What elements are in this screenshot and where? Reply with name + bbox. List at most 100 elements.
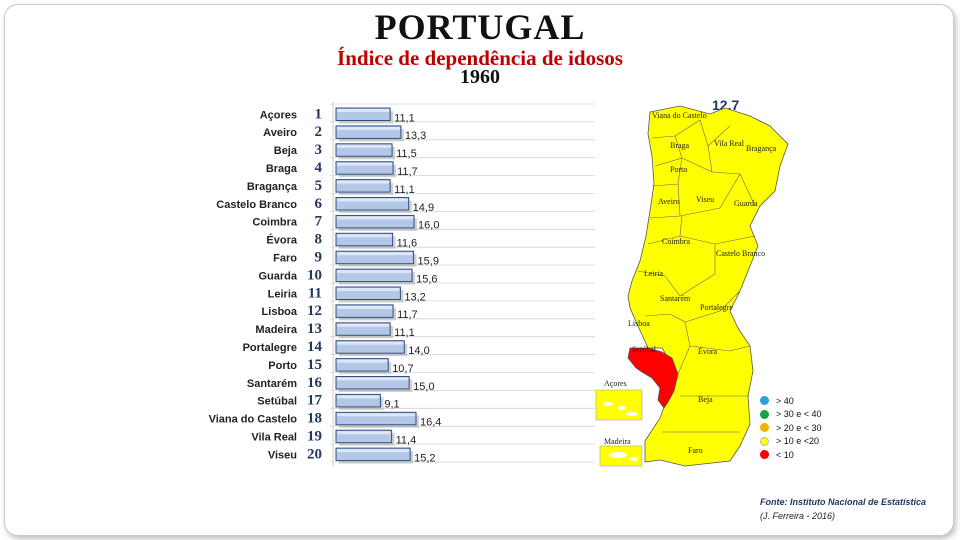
rank-label: 16 bbox=[307, 375, 323, 391]
category-label: Castelo Branco bbox=[216, 199, 297, 211]
category-label: Santarém bbox=[247, 378, 297, 390]
bar-highlight bbox=[337, 270, 412, 274]
category-label: Braga bbox=[266, 163, 298, 175]
legend-item: > 30 e < 40 bbox=[760, 408, 822, 422]
data-label: 11,1 bbox=[394, 112, 415, 124]
legend-item: > 10 e <20 bbox=[760, 435, 822, 449]
district-label: Évora bbox=[698, 346, 718, 356]
bar-highlight bbox=[337, 198, 408, 202]
rank-label: 14 bbox=[307, 339, 323, 355]
category-label: Leiria bbox=[268, 288, 298, 300]
average-value: 12,7 bbox=[712, 97, 740, 113]
district-label: Viana do Castelo bbox=[652, 111, 707, 120]
rank-label: 20 bbox=[307, 446, 322, 462]
data-label: 15,2 bbox=[414, 452, 435, 464]
legend-label: < 10 bbox=[776, 449, 794, 460]
data-label: 16,4 bbox=[420, 417, 441, 429]
rank-label: 8 bbox=[315, 232, 323, 248]
bar-highlight bbox=[337, 126, 400, 130]
legend-dot bbox=[760, 396, 769, 406]
category-label: Porto bbox=[268, 360, 297, 372]
year-label: 1960 bbox=[460, 66, 500, 88]
district-labels: Viana do Castelo Braga Vila Real Braganç… bbox=[628, 111, 777, 455]
bar-highlight bbox=[337, 252, 413, 256]
district-label: Beja bbox=[698, 395, 713, 404]
rank-label: 6 bbox=[315, 196, 323, 212]
data-label: 11,4 bbox=[396, 434, 417, 446]
bar-highlight bbox=[337, 323, 390, 327]
district-label: Guarda bbox=[734, 199, 758, 208]
district-red-setubal bbox=[627, 347, 679, 409]
rank-label: 11 bbox=[308, 285, 322, 301]
data-label: 13,2 bbox=[404, 291, 425, 303]
category-label: Faro bbox=[273, 252, 297, 264]
legend-dot bbox=[760, 409, 769, 419]
category-label: Vila Real bbox=[251, 431, 297, 443]
rank-label: 7 bbox=[315, 214, 323, 230]
legend-dot bbox=[760, 423, 769, 433]
azores-label: Açores bbox=[604, 379, 627, 388]
data-label: 15,9 bbox=[418, 255, 439, 267]
data-label: 15,0 bbox=[413, 381, 434, 393]
bar-highlight bbox=[337, 413, 415, 417]
rank-label: 9 bbox=[315, 249, 323, 265]
rank-label: 2 bbox=[315, 124, 323, 140]
data-label: 16,0 bbox=[418, 220, 439, 232]
district-label: Leiria bbox=[644, 269, 664, 278]
mainland-map bbox=[627, 105, 789, 467]
page-title: PORTUGAL bbox=[374, 7, 586, 47]
rank-label: 12 bbox=[307, 303, 322, 319]
district-label: Faro bbox=[688, 446, 703, 455]
category-label: Évora bbox=[266, 234, 297, 247]
bar-highlight bbox=[337, 341, 404, 345]
district-label: Lisboa bbox=[628, 319, 650, 328]
map-legend: > 40 > 30 e < 40 > 20 e < 30 > 10 e <20 … bbox=[760, 394, 822, 462]
chart-subtitle: Índice de dependência de idosos bbox=[337, 46, 623, 70]
category-label: Setúbal bbox=[257, 396, 297, 408]
bar-highlight bbox=[337, 162, 393, 166]
data-label: 13,3 bbox=[405, 130, 426, 142]
bar-highlight bbox=[337, 377, 409, 381]
district-label: Braga bbox=[670, 141, 690, 150]
category-label: Viseu bbox=[268, 449, 297, 461]
legend-dot bbox=[760, 436, 769, 446]
data-label: 11,5 bbox=[396, 148, 417, 160]
bar-highlight bbox=[337, 144, 392, 148]
legend-label: > 20 e < 30 bbox=[776, 422, 822, 433]
data-label: 11,1 bbox=[394, 327, 415, 339]
district-label: Setúbal bbox=[632, 345, 657, 354]
district-label: Porto bbox=[670, 165, 687, 174]
author-note: (J. Ferreira - 2016) bbox=[760, 511, 836, 521]
category-label: Bragança bbox=[247, 181, 298, 193]
category-label: Beja bbox=[274, 145, 298, 157]
rank-label: 18 bbox=[307, 411, 322, 427]
madeira-label: Madeira bbox=[604, 437, 631, 446]
district-label: Coimbra bbox=[662, 237, 690, 246]
data-label: 14,0 bbox=[408, 345, 429, 357]
data-label: 11,7 bbox=[397, 166, 418, 178]
rank-label: 3 bbox=[315, 142, 323, 158]
legend-label: > 40 bbox=[776, 395, 794, 406]
bar-highlight bbox=[337, 109, 390, 112]
data-label: 11,1 bbox=[394, 184, 415, 196]
source-note: Fonte: Instituto Nacional de Estatística bbox=[760, 497, 927, 507]
rank-label: 10 bbox=[307, 267, 322, 283]
district-label: Santarém bbox=[660, 294, 691, 303]
district-yellow-north bbox=[627, 105, 789, 467]
rank-label: 15 bbox=[307, 357, 322, 373]
category-label: Portalegre bbox=[243, 342, 297, 354]
bar-highlight bbox=[337, 180, 390, 184]
portugal-map: Viana do Castelo Braga Vila Real Braganç… bbox=[595, 105, 789, 467]
category-label: Lisboa bbox=[262, 306, 298, 318]
category-label: Açores bbox=[260, 109, 297, 121]
rank-label: 17 bbox=[307, 393, 323, 409]
data-label: 14,9 bbox=[413, 202, 434, 214]
district-label: Bragança bbox=[746, 144, 777, 153]
rank-label: 1 bbox=[315, 106, 323, 122]
legend-label: > 10 e <20 bbox=[776, 436, 820, 447]
data-label: 10,7 bbox=[392, 363, 413, 375]
category-label: Aveiro bbox=[263, 127, 297, 139]
rank-label: 5 bbox=[315, 178, 323, 194]
data-label: 11,6 bbox=[397, 238, 418, 250]
rank-label: 13 bbox=[307, 321, 322, 337]
